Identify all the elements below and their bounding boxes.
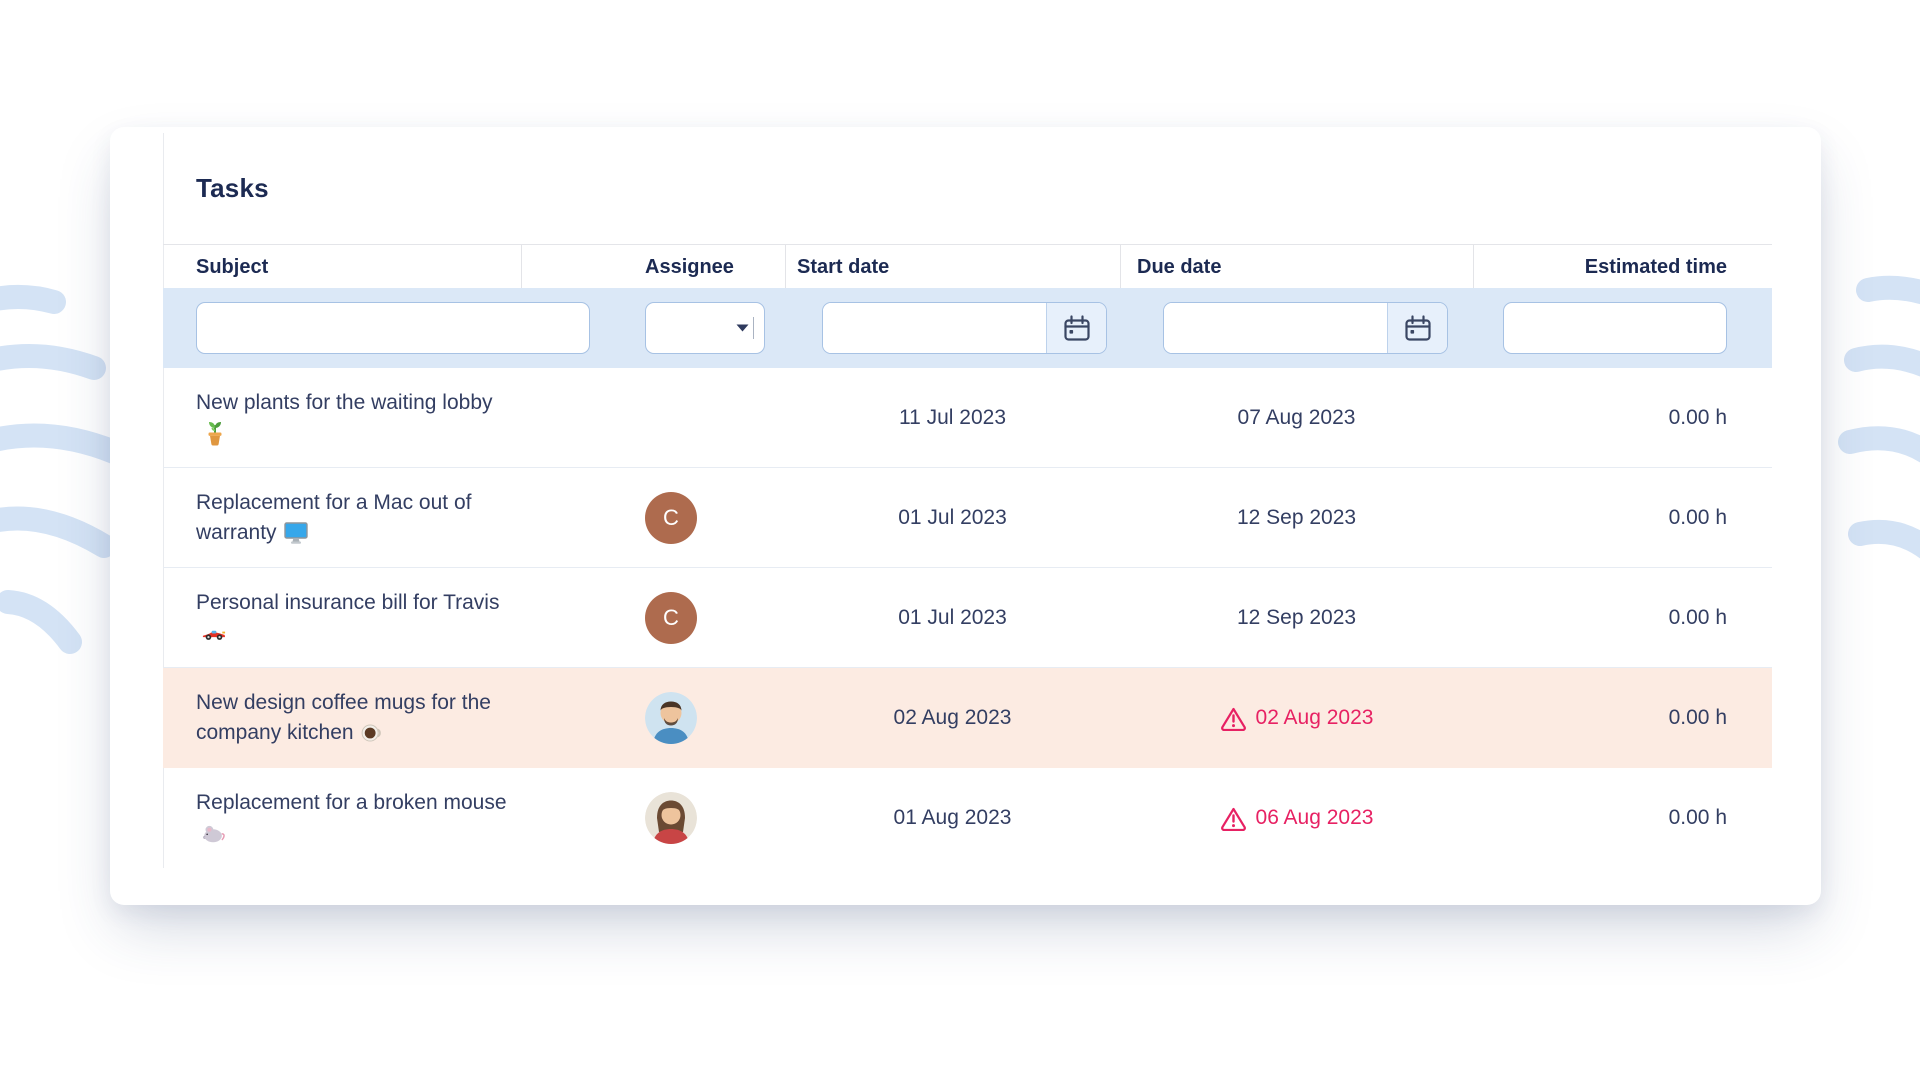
subject-cell: Personal insurance bill for Travis: [196, 568, 546, 667]
subject-text: Replacement for a broken mouse: [196, 791, 507, 814]
due-date-filter: [1163, 302, 1448, 354]
header-divider: [785, 245, 786, 289]
arc-left-1: [0, 284, 66, 314]
arc-right-1: [1856, 275, 1920, 305]
column-header-due-date[interactable]: Due date: [1137, 255, 1222, 278]
column-header-subject[interactable]: Subject: [196, 255, 269, 278]
tasks-card: Tasks Subject Assignee Start date Due da…: [110, 127, 1821, 905]
calendar-icon: [1404, 314, 1431, 341]
subject-cell: Replacement for a Mac out of warranty: [196, 468, 546, 567]
due-date-filter-input[interactable]: [1164, 303, 1387, 353]
start-date-cell: 01 Aug 2023: [893, 806, 1012, 829]
subject-text: Replacement for a Mac out of: [196, 490, 472, 514]
start-date-filter: [822, 302, 1107, 354]
due-date-cell: 06 Aug 2023: [1120, 768, 1473, 868]
photo-avatar-man: [645, 692, 697, 744]
arc-right-3: [1838, 426, 1920, 463]
table-body: New plants for the waiting lobby: [163, 368, 1772, 868]
due-date-calendar-button[interactable]: [1387, 303, 1447, 353]
overdue-warning-icon: [1220, 807, 1246, 831]
arc-left-5: [0, 590, 82, 654]
overdue-warning-icon: [1220, 707, 1246, 731]
estimated-time-cell: 0.00 h: [1668, 605, 1727, 629]
table-row[interactable]: Replacement for a broken mouse: [163, 768, 1772, 868]
assignee-filter-select[interactable]: [645, 302, 765, 354]
subject-cell: New plants for the waiting lobby: [196, 368, 546, 467]
photo-avatar-woman: [645, 792, 697, 844]
start-date-calendar-button[interactable]: [1046, 303, 1106, 353]
assignee-avatar: C: [645, 592, 697, 644]
page-title: Tasks: [196, 173, 269, 203]
arc-left-3: [0, 423, 126, 464]
initial-avatar: C: [645, 492, 697, 544]
due-date-cell: 12 Sep 2023: [1236, 605, 1357, 629]
subject-text: New design coffee mugs for the: [196, 691, 491, 714]
mouse-emoji: [203, 825, 225, 843]
start-date-cell: 11 Jul 2023: [898, 405, 1007, 429]
estimated-time-cell: 0.00 h: [1668, 405, 1727, 429]
calendar-icon: [1063, 314, 1090, 341]
column-header-start-date[interactable]: Start date: [797, 255, 890, 278]
start-date-cell: 02 Aug 2023: [893, 706, 1012, 729]
estimated-time-filter-input[interactable]: [1503, 302, 1727, 354]
estimated-time-cell: 0.00 h: [1668, 706, 1727, 729]
subject-text: warranty: [196, 520, 277, 544]
start-date-filter-input[interactable]: [823, 303, 1046, 353]
dropdown-caret-icon: [736, 324, 749, 332]
table-header-row: Subject Assignee Start date Due date Est…: [163, 244, 1772, 289]
text-cursor: [753, 317, 754, 339]
table-row[interactable]: Personal insurance bill for Travis: [163, 568, 1772, 668]
start-date-cell: 01 Jul 2023: [898, 505, 1007, 529]
arc-left-2: [0, 343, 106, 380]
arc-left-4: [0, 506, 116, 558]
estimated-time-cell: 0.00 h: [1668, 505, 1727, 529]
start-date-cell: 01 Jul 2023: [898, 605, 1007, 629]
table-row[interactable]: Replacement for a Mac out of warranty C …: [163, 468, 1772, 568]
table-row[interactable]: New design coffee mugs for the company k…: [163, 668, 1772, 768]
subject-text: New plants for the waiting lobby: [196, 390, 493, 414]
subject-filter-input[interactable]: [196, 302, 590, 354]
desktop-computer-emoji: [283, 521, 308, 544]
header-divider: [521, 245, 522, 289]
subject-cell: Replacement for a broken mouse: [196, 768, 546, 868]
racing-car-emoji: [202, 630, 226, 640]
potted-plant-emoji: [208, 421, 222, 446]
estimated-time-cell: 0.00 h: [1668, 806, 1727, 829]
due-date-cell: 07 Aug 2023: [1237, 405, 1356, 429]
initial-avatar: C: [645, 592, 697, 644]
subject-text: company kitchen: [196, 721, 354, 744]
column-header-estimated-time[interactable]: Estimated time: [1584, 255, 1727, 278]
subject-text: Personal insurance bill for Travis: [196, 590, 500, 614]
arc-right-4: [1848, 519, 1920, 559]
assignee-avatar: C: [645, 492, 697, 544]
due-date-cell: 12 Sep 2023: [1236, 505, 1357, 529]
subject-cell: New design coffee mugs for the company k…: [196, 668, 546, 768]
header-divider: [1120, 245, 1121, 289]
table-row[interactable]: New plants for the waiting lobby: [163, 368, 1772, 468]
due-date-cell: 02 Aug 2023: [1120, 668, 1473, 768]
assignee-avatar: [645, 692, 697, 744]
header-divider: [1473, 245, 1474, 289]
arc-right-2: [1844, 344, 1920, 377]
filter-row: [163, 288, 1772, 368]
column-header-assignee[interactable]: Assignee: [645, 255, 734, 278]
coffee-mug-emoji: [361, 724, 381, 742]
assignee-avatar: [645, 792, 697, 844]
table-left-divider: [163, 133, 164, 868]
